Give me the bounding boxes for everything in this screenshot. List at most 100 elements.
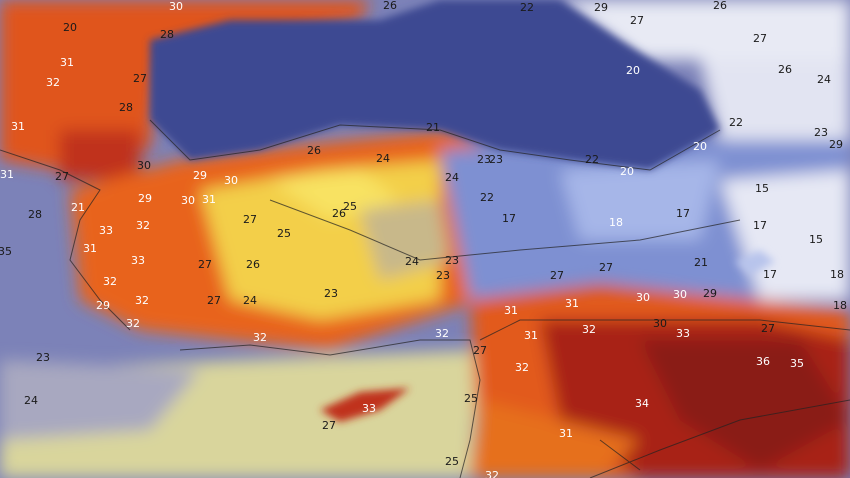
temperature-label: 27 bbox=[761, 322, 775, 335]
temperature-label: 31 bbox=[565, 297, 579, 310]
cyprus bbox=[320, 388, 410, 422]
temperature-label: 23 bbox=[36, 351, 50, 364]
temperature-label: 30 bbox=[169, 0, 183, 13]
temperature-label: 21 bbox=[694, 256, 708, 269]
temperature-label: 30 bbox=[224, 174, 238, 187]
temperature-label: 24 bbox=[817, 73, 831, 86]
temperature-label: 24 bbox=[445, 171, 459, 184]
temperature-label: 32 bbox=[435, 327, 449, 340]
temperature-label: 15 bbox=[755, 182, 769, 195]
temperature-label: 33 bbox=[676, 327, 690, 340]
temperature-label: 21 bbox=[426, 121, 440, 134]
temperature-label: 27 bbox=[630, 14, 644, 27]
temperature-label: 17 bbox=[676, 207, 690, 220]
temperature-label: 32 bbox=[582, 323, 596, 336]
temperature-label: 18 bbox=[830, 268, 844, 281]
temperature-label: 28 bbox=[28, 208, 42, 221]
temperature-label: 29 bbox=[138, 192, 152, 205]
temperature-label: 30 bbox=[181, 194, 195, 207]
temperature-label: 15 bbox=[809, 233, 823, 246]
temperature-label: 32 bbox=[103, 275, 117, 288]
temperature-label: 24 bbox=[243, 294, 257, 307]
temperature-label: 30 bbox=[673, 288, 687, 301]
temperature-label: 34 bbox=[635, 397, 649, 410]
balkans-land bbox=[0, 0, 370, 170]
temperature-label: 26 bbox=[246, 258, 260, 271]
temperature-label: 31 bbox=[524, 329, 538, 342]
temperature-label: 24 bbox=[376, 152, 390, 165]
temperature-label: 29 bbox=[594, 1, 608, 14]
temperature-label: 31 bbox=[83, 242, 97, 255]
temperature-label: 31 bbox=[11, 120, 25, 133]
temperature-label: 25 bbox=[464, 392, 478, 405]
temperature-label: 36 bbox=[756, 355, 770, 368]
temperature-label: 27 bbox=[473, 344, 487, 357]
temperature-label: 27 bbox=[243, 213, 257, 226]
temperature-label: 22 bbox=[520, 1, 534, 14]
temperature-label: 31 bbox=[559, 427, 573, 440]
temperature-label: 23 bbox=[477, 153, 491, 166]
temperature-label: 23 bbox=[814, 126, 828, 139]
temperature-label: 26 bbox=[713, 0, 727, 12]
temperature-label: 28 bbox=[160, 28, 174, 41]
temperature-label: 26 bbox=[383, 0, 397, 12]
temperature-label: 33 bbox=[362, 402, 376, 415]
temperature-label: 24 bbox=[405, 255, 419, 268]
temperature-label: 33 bbox=[99, 224, 113, 237]
temperature-label: 18 bbox=[609, 216, 623, 229]
temperature-label: 30 bbox=[137, 159, 151, 172]
temperature-label: 32 bbox=[253, 331, 267, 344]
temperature-label: 33 bbox=[131, 254, 145, 267]
temperature-label: 32 bbox=[136, 219, 150, 232]
temperature-label: 23 bbox=[436, 269, 450, 282]
temperature-label: 23 bbox=[445, 254, 459, 267]
temperature-label: 22 bbox=[480, 191, 494, 204]
temperature-label: 27 bbox=[55, 170, 69, 183]
temperature-label: 20 bbox=[626, 64, 640, 77]
temperature-label: 22 bbox=[729, 116, 743, 129]
borders bbox=[0, 119, 850, 478]
temperature-label: 24 bbox=[24, 394, 38, 407]
temperature-label: 35 bbox=[790, 357, 804, 370]
temperature-label: 20 bbox=[63, 21, 77, 34]
temperature-label: 20 bbox=[693, 140, 707, 153]
temperature-label: 22 bbox=[585, 153, 599, 166]
temperature-label: 27 bbox=[322, 419, 336, 432]
temperature-label: 23 bbox=[489, 153, 503, 166]
temperature-label: 27 bbox=[599, 261, 613, 274]
temperature-label: 29 bbox=[703, 287, 717, 300]
temperature-label: 31 bbox=[0, 168, 14, 181]
temperature-label: 25 bbox=[445, 455, 459, 468]
temperature-label: 32 bbox=[485, 469, 499, 478]
temperature-label: 27 bbox=[198, 258, 212, 271]
temperature-label: 29 bbox=[829, 138, 843, 151]
temperature-label: 31 bbox=[202, 193, 216, 206]
temperature-label: 32 bbox=[46, 76, 60, 89]
temperature-label: 30 bbox=[636, 291, 650, 304]
temperature-label: 35 bbox=[0, 245, 12, 258]
temperature-label: 30 bbox=[653, 317, 667, 330]
temperature-label: 18 bbox=[833, 299, 847, 312]
temperature-label: 21 bbox=[71, 201, 85, 214]
temperature-label: 20 bbox=[620, 165, 634, 178]
temperature-label: 27 bbox=[550, 269, 564, 282]
lake-van bbox=[735, 250, 775, 275]
temperature-label: 26 bbox=[778, 63, 792, 76]
temperature-label: 27 bbox=[207, 294, 221, 307]
temperature-label: 26 bbox=[307, 144, 321, 157]
temperature-label: 31 bbox=[60, 56, 74, 69]
temperature-label: 27 bbox=[753, 32, 767, 45]
temperature-label: 17 bbox=[753, 219, 767, 232]
black-sea bbox=[150, 0, 720, 170]
temperature-label: 23 bbox=[324, 287, 338, 300]
temperature-label: 31 bbox=[504, 304, 518, 317]
temperature-label: 29 bbox=[193, 169, 207, 182]
temperature-label: 17 bbox=[502, 212, 516, 225]
temperature-label: 28 bbox=[119, 101, 133, 114]
temperature-label: 29 bbox=[96, 299, 110, 312]
temperature-label: 17 bbox=[763, 268, 777, 281]
temperature-label: 25 bbox=[343, 200, 357, 213]
